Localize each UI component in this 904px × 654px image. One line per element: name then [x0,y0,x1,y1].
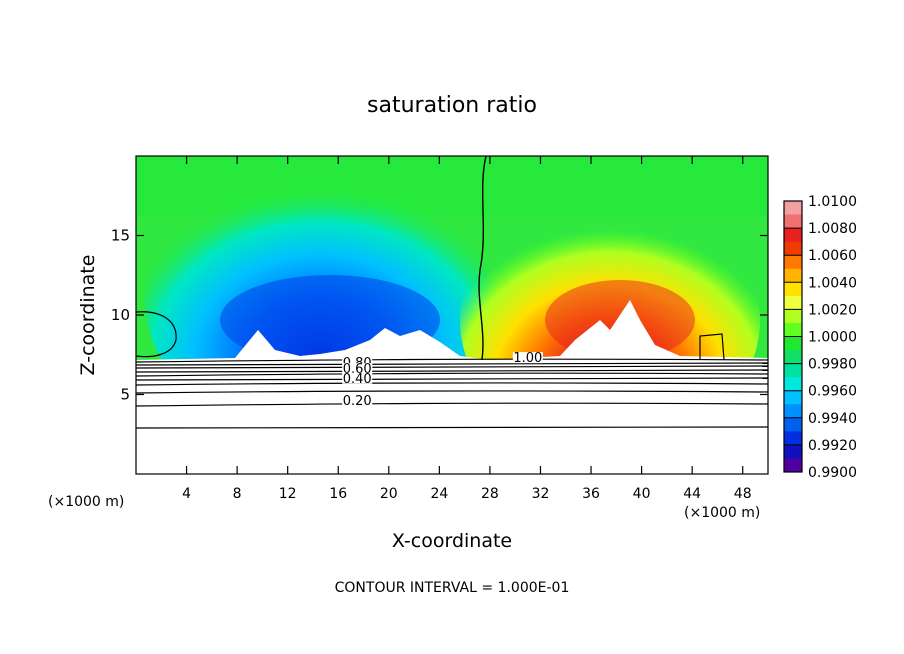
colorbar-swatch [784,363,802,378]
contour-label-bg [512,352,543,364]
contour-label: 1.00 [513,351,542,366]
colorbar-swatch [784,268,802,283]
contour-lines-lower [136,358,768,429]
colorbar-swatch [784,309,802,324]
colorbar-label: 1.0020 [808,302,857,318]
contour-label-bg [342,372,373,384]
colorbar-label: 1.0060 [808,248,857,264]
contour-label: 0.40 [343,372,372,387]
colorbar-label: 0.9940 [808,411,857,427]
contour-label-bg [342,356,373,368]
contour-label: 0.20 [343,394,372,409]
y-tick-label: 5 [120,386,130,404]
plot-area [136,156,768,474]
contour-interval-note: CONTOUR INTERVAL = 1.000E-01 [335,580,570,596]
x-axis: 4 8 12 16 20 24 28 32 36 40 44 48 [182,156,752,502]
contour-label-bg [342,395,373,407]
y-tick-label: 15 [111,227,130,245]
contour-label-bg [342,363,373,375]
colorbar-swatch [784,350,802,365]
x-axis-unit-left: (×1000 m) [48,494,124,510]
contour-left-small [136,311,177,358]
colorbar-swatch [784,444,802,459]
colorbar-swatch [784,390,802,405]
colorbar-swatch [784,295,802,310]
x-tick-label: 36 [582,486,600,502]
x-axis-unit-right: (×1000 m) [684,505,760,521]
colorbar-label: 0.9980 [808,357,857,373]
colorbar-swatch [784,201,802,216]
colorbar-swatch [784,431,802,446]
colorbar-label: 1.0000 [808,330,857,346]
x-tick-label: 4 [182,486,191,502]
colorbar-swatch [784,417,802,432]
x-tick-label: 20 [380,486,398,502]
x-tick-label: 44 [683,486,701,502]
colorbar-swatch [784,228,802,243]
colorbar-swatch [784,241,802,256]
y-axis-label: Z-coordinate [77,255,99,376]
colorbar-swatch [784,322,802,337]
x-tick-label: 12 [279,486,297,502]
x-tick-label: 24 [430,486,448,502]
x-tick-label: 40 [633,486,651,502]
colorbar-swatch [784,458,802,473]
y-axis: 5 10 15 [111,227,768,404]
colorbar-swatch [784,255,802,270]
x-tick-label: 28 [481,486,499,502]
contour-right-small [699,333,725,361]
colorbar-label: 1.0100 [808,194,857,210]
colorbar-swatch [784,377,802,392]
colorbar-swatch [784,214,802,229]
colorbar-label: 0.9920 [808,438,857,454]
colorbar-label: 1.0040 [808,275,857,291]
x-axis-label: X-coordinate [392,530,512,552]
colorbar-swatch [784,404,802,419]
colorbar-label: 1.0080 [808,221,857,237]
contour-1-00 [478,156,487,361]
colorbar-swatch [784,336,802,351]
colorbar-label: 0.9960 [808,384,857,400]
y-tick-label: 10 [111,306,130,324]
colorbar-swatch [784,282,802,297]
below-cloud-white-region [136,300,768,474]
x-tick-label: 8 [233,486,242,502]
x-tick-label: 16 [329,486,347,502]
x-tick-label: 48 [734,486,752,502]
contour-labels: 1.000.800.600.400.20 [342,351,543,409]
colorbar-label: 0.9900 [808,465,857,481]
x-tick-label: 32 [532,486,550,502]
chart-title: saturation ratio [367,93,537,118]
colorbar: 1.0100 1.0080 1.0060 1.0040 1.0020 1.0000 0.99… [783,194,857,481]
